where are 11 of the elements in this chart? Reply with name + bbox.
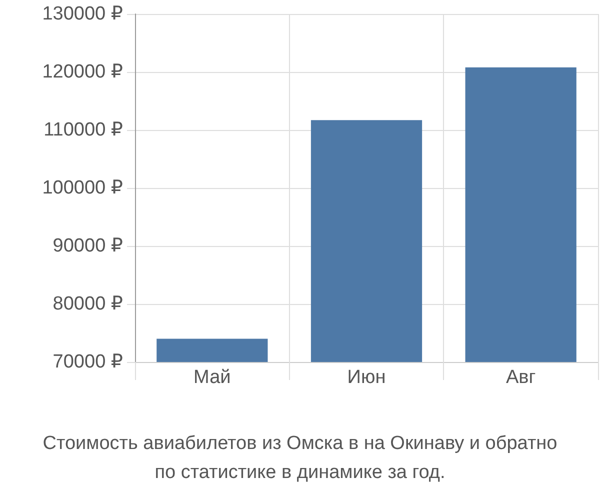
y-tick-label: 100000 ₽ [42,178,123,198]
y-tick-label: 90000 ₽ [52,236,123,256]
y-tick-label: 80000 ₽ [52,294,123,314]
y-tick-label: 120000 ₽ [42,62,123,82]
x-tick-label: Авг [506,367,536,388]
x-tick-label: Июн [347,367,386,388]
text: Стоимость авиабилетов из Омска в на Окинаву и обратно по статистике в динамике за год. [42,433,558,483]
x-tick-label: Май [194,367,231,388]
y-tick-label: 110000 ₽ [44,120,123,140]
y-tick-label: 70000 ₽ [52,352,123,372]
y-tick-label: 130000 ₽ [42,4,123,24]
